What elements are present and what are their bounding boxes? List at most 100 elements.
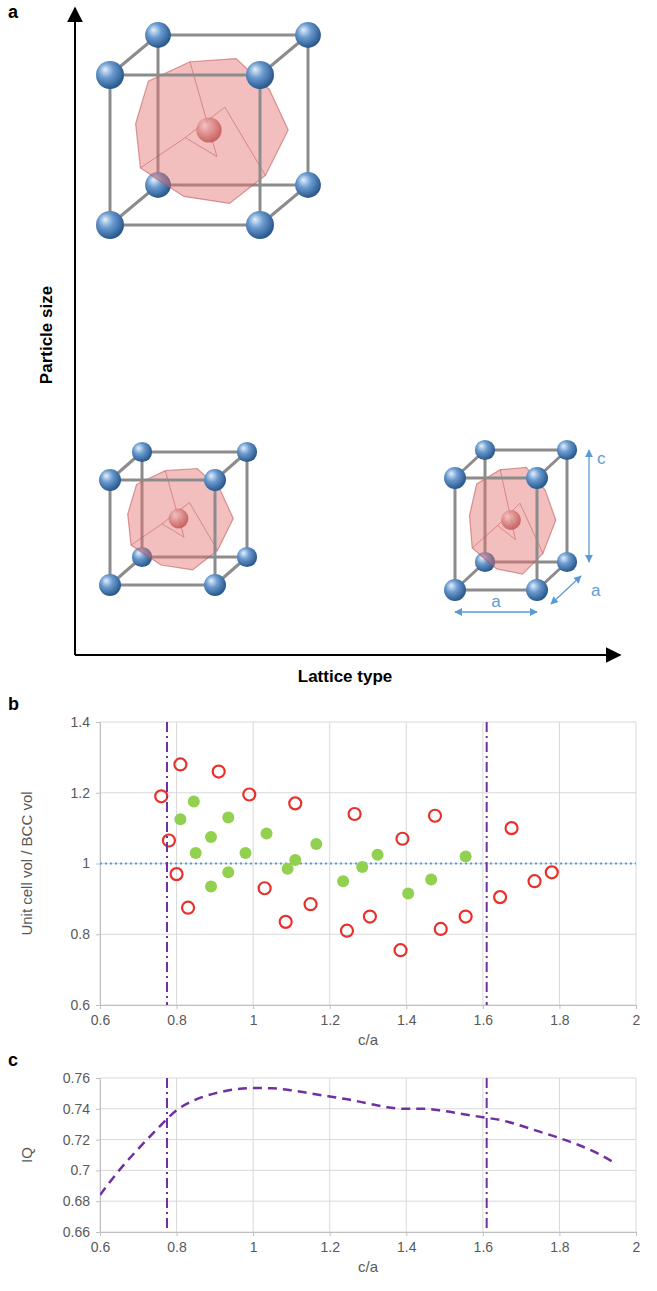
atom xyxy=(204,574,226,596)
tick-mark xyxy=(100,1005,101,1009)
tick-label: 0.7 xyxy=(71,1162,91,1178)
grid-line xyxy=(100,1078,101,1232)
data-point xyxy=(546,866,558,878)
tick-mark xyxy=(406,1005,407,1009)
axis-title: Lattice type xyxy=(298,667,392,686)
tick-mark xyxy=(177,1005,178,1009)
cell-edge xyxy=(246,452,249,557)
cell-edge xyxy=(142,451,247,454)
tick-label: 0.6 xyxy=(91,1239,111,1255)
tick-mark xyxy=(96,864,100,865)
cell-edge xyxy=(110,224,260,227)
atom xyxy=(526,579,548,601)
tick: 0.6 xyxy=(91,1232,111,1255)
data-point xyxy=(213,766,225,778)
tick-label: 1 xyxy=(250,1239,258,1255)
tick: 1.6 xyxy=(474,1005,494,1028)
grid-line xyxy=(100,1232,636,1233)
grid-line xyxy=(100,1078,636,1079)
grid xyxy=(100,1078,636,1232)
data-point xyxy=(425,873,437,885)
tick: 0.7 xyxy=(71,1162,100,1178)
polyhedron-edge xyxy=(520,503,543,553)
grid-line xyxy=(100,792,636,793)
tick-mark xyxy=(96,1109,100,1110)
axis-line xyxy=(101,1005,637,1006)
tick-label: 0.68 xyxy=(63,1193,90,1209)
grid-line xyxy=(100,1201,636,1202)
data-point xyxy=(460,850,472,862)
dimension-arrow xyxy=(551,576,581,604)
data-line xyxy=(100,1088,617,1195)
x-axis: 0.60.811.21.41.61.82 xyxy=(91,1005,641,1028)
grid-line xyxy=(636,1078,637,1232)
atom xyxy=(475,440,495,460)
atom xyxy=(237,442,257,462)
data-point xyxy=(289,797,301,809)
panel-label: a xyxy=(8,2,19,22)
tick: 1.8 xyxy=(550,1232,570,1255)
cell-edge xyxy=(110,584,215,587)
tick-label: 0.8 xyxy=(71,926,91,942)
data-point xyxy=(460,911,472,923)
panel-label: b xyxy=(8,694,19,714)
cell-edge xyxy=(455,477,537,480)
y-axis: 0.60.811.21.4 xyxy=(71,714,101,1013)
tick-label: 1 xyxy=(250,1012,258,1028)
dimension-label: a xyxy=(591,581,601,600)
tick: 1.6 xyxy=(474,1232,494,1255)
chart-panel: 0.60.811.21.41.61.820.60.811.21.4bc/aUni… xyxy=(8,694,641,1048)
unit-cell xyxy=(444,440,577,601)
cell-edge xyxy=(109,75,112,225)
tick: 1.4 xyxy=(71,714,100,730)
tick: 0.68 xyxy=(63,1193,100,1209)
tick: 1.8 xyxy=(550,1005,570,1028)
tick-mark xyxy=(96,1232,100,1233)
data-point xyxy=(222,866,234,878)
data-point xyxy=(305,898,317,910)
data-point xyxy=(280,916,292,928)
dimension-label: a xyxy=(491,592,501,611)
data-point xyxy=(239,847,251,859)
data-point xyxy=(155,790,167,802)
tick-label: 1.8 xyxy=(550,1012,570,1028)
tick-label: 0.6 xyxy=(71,997,91,1013)
tick-mark xyxy=(330,1005,331,1009)
atom xyxy=(132,442,152,462)
data-point xyxy=(529,875,541,887)
grid-line xyxy=(100,1005,636,1006)
figure-svg: aParticle sizeLattice typecaa0.60.811.21… xyxy=(0,0,657,1291)
data-point xyxy=(506,822,518,834)
data-point xyxy=(337,875,349,887)
data-point xyxy=(364,911,376,923)
tick-mark xyxy=(96,1201,100,1202)
tick-label: 0.66 xyxy=(63,1224,90,1240)
atom xyxy=(444,579,466,601)
tick-mark xyxy=(253,1232,254,1236)
unit-cell xyxy=(96,22,321,239)
data-point xyxy=(188,796,200,808)
x-axis: 0.60.811.21.41.61.82 xyxy=(91,1232,641,1255)
tick-mark xyxy=(559,1232,560,1236)
tick-label: 1.2 xyxy=(71,785,91,801)
tick-mark xyxy=(636,1005,637,1009)
tick: 0.8 xyxy=(71,926,100,942)
atom xyxy=(526,467,548,489)
data-point xyxy=(435,923,447,935)
data-point xyxy=(182,902,194,914)
grid-line xyxy=(100,934,636,935)
tick-label: 1.6 xyxy=(474,1239,494,1255)
tick-label: 0.74 xyxy=(63,1101,90,1117)
panel-label: c xyxy=(8,1050,18,1070)
cell-edge xyxy=(110,479,215,482)
cell-edge xyxy=(110,74,260,77)
data-point xyxy=(171,868,183,880)
reference-line xyxy=(166,1078,168,1232)
atom xyxy=(99,574,121,596)
reference-line xyxy=(486,722,488,1005)
data-point xyxy=(349,808,361,820)
tick-label: 1.6 xyxy=(474,1012,494,1028)
tick-mark xyxy=(177,1232,178,1236)
atom xyxy=(96,61,124,89)
polyhedron xyxy=(128,469,234,570)
